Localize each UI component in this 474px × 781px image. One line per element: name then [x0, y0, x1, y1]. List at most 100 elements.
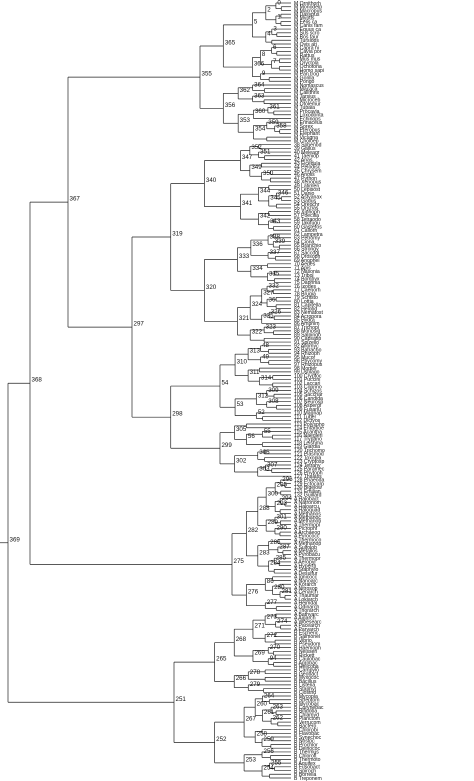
node-label: 326 — [271, 309, 282, 316]
node-label: 295 — [277, 481, 288, 488]
tip-label: A Haloquad — [294, 508, 321, 514]
node-label: 36 — [269, 296, 276, 303]
tip-label: A Picrophi — [294, 526, 317, 532]
node-label: 358 — [276, 122, 287, 129]
tip-label: 111 Tuber — [294, 414, 316, 420]
internal-node-labels: 0123456789366365364363362361360358359354… — [10, 0, 294, 772]
node-label: 336 — [252, 241, 263, 248]
node-label: 337 — [270, 249, 281, 256]
tip-label: B Chlorobi — [294, 727, 318, 733]
tip-label: 52 Astyanax — [294, 195, 322, 201]
node-label: 259 — [264, 736, 275, 743]
tip-label: 41 Taeniop — [294, 154, 319, 160]
node-label: 294 — [282, 495, 293, 502]
tip-label: A Natronom — [294, 500, 321, 506]
node-label: 309 — [268, 387, 279, 394]
tip-label: M Otolemur — [294, 101, 321, 107]
node-label: 351 — [260, 148, 271, 155]
tip-label: 116 Naegleri — [294, 433, 323, 439]
node-label: 278 — [250, 669, 261, 676]
node-label: 314 — [261, 375, 272, 382]
tip-label: A Nanoarc — [294, 578, 318, 584]
tip-label: 71 Apis — [294, 265, 311, 271]
tip-label: 128 Phaeoda — [294, 478, 324, 484]
tip-label: B Haemoph — [294, 645, 321, 651]
node-label: 319 — [172, 231, 183, 238]
tip-label: 81 Capitella — [294, 303, 321, 309]
tip-label: M Pan trog — [294, 72, 319, 78]
tip-label: M Capra hi — [294, 46, 319, 52]
tip-label: 82 Helobd — [294, 306, 317, 312]
tip-label: 74 Bombyx — [294, 277, 320, 283]
tip-label: A Staphylo — [294, 567, 319, 573]
node-label: 366 — [254, 61, 265, 68]
node-label: 356 — [225, 102, 236, 109]
tip-label: B Synechoc — [294, 735, 322, 741]
node-label: 261 — [264, 709, 275, 716]
tip-label: B Escheric — [294, 630, 319, 636]
tip-label: 109 Fusariu — [294, 407, 321, 413]
node-label: 253 — [246, 756, 257, 763]
tip-label: 88 Monosig — [294, 329, 321, 335]
tip-label: 97 Rhizopus — [294, 362, 323, 368]
tip-label: B Helicoba — [294, 664, 319, 670]
tip-label: M Ornithorh — [294, 1, 321, 7]
node-label: 4 — [267, 30, 271, 37]
tip-label: 100 Cryptoc — [294, 373, 322, 379]
node-label: 323 — [266, 323, 277, 330]
tree-branches — [0, 2, 291, 779]
node-label: 363 — [254, 92, 265, 99]
tip-label: 114 Entamoe — [294, 426, 324, 432]
tip-label: 73 Tribol — [294, 273, 314, 279]
tip-label: 112 Dictyos — [294, 418, 321, 424]
tip-label: A Aigarch — [294, 616, 316, 622]
node-label: 265 — [216, 656, 227, 663]
tip-label: 90 Capsasp — [294, 336, 321, 342]
node-label: 341 — [242, 200, 253, 207]
tip-label: B Caulobac — [294, 657, 321, 663]
node-label: 49 — [262, 353, 269, 360]
node-label: 270 — [270, 644, 281, 651]
node-label: 94 — [270, 655, 277, 662]
tip-label: 53 Gadus — [294, 198, 317, 204]
tip-label: A Methanop — [294, 541, 321, 547]
tip-label: M Oryctola — [294, 60, 319, 66]
tip-label: M Gorilla — [294, 75, 315, 81]
node-label: 268 — [236, 636, 247, 643]
tip-label: 95 Mucor — [294, 355, 316, 361]
tip-label: 120 Trichomo — [294, 448, 325, 454]
node-label: 367 — [70, 196, 81, 203]
tip-label: 50 Lepisost — [294, 187, 321, 193]
tip-label: 64 Ciona — [294, 239, 315, 245]
tip-label: A Hyperth — [294, 563, 317, 569]
tip-label: M Equus ca — [294, 27, 321, 33]
tip-label: 65 Branchio — [294, 243, 321, 249]
tip-label: A Odinarch — [294, 604, 319, 610]
tip-label: M Echinops — [294, 116, 321, 122]
tip-label: M Elephant — [294, 131, 320, 137]
tip-label: A Parvarch — [294, 627, 319, 633]
tip-label: 106 Candida — [294, 396, 323, 402]
node-label: 296 — [282, 476, 293, 483]
tip-label: 124 Tetrahy — [294, 463, 321, 469]
node-label: 2 — [267, 6, 271, 13]
tip-label: 58 Tetraodo — [294, 217, 321, 223]
tip-label: 119 Giardia — [294, 444, 320, 450]
tip-label: A Korarch — [294, 582, 317, 588]
tip-label: 113 Polyspho — [294, 422, 325, 428]
tip-label: B Listeria — [294, 683, 315, 689]
tip-label: A Woesearc — [294, 619, 322, 625]
node-label: 322 — [252, 329, 263, 336]
tip-label: M Ovis ari — [294, 42, 317, 48]
tip-label: B Deinococ — [294, 746, 321, 752]
node-label: 276 — [248, 589, 259, 596]
tip-label: A Aeropyr — [294, 560, 316, 566]
node-label: 55 — [264, 428, 271, 435]
tip-label: 54 Oreochr — [294, 202, 320, 208]
node-label: 272 — [267, 632, 278, 639]
tip-label: 44 Pelodisc — [294, 165, 321, 171]
tip-label: A Cenarch — [294, 590, 318, 596]
tip-label: B Agrobac — [294, 660, 318, 666]
tip-label: B Rickett — [294, 653, 315, 659]
